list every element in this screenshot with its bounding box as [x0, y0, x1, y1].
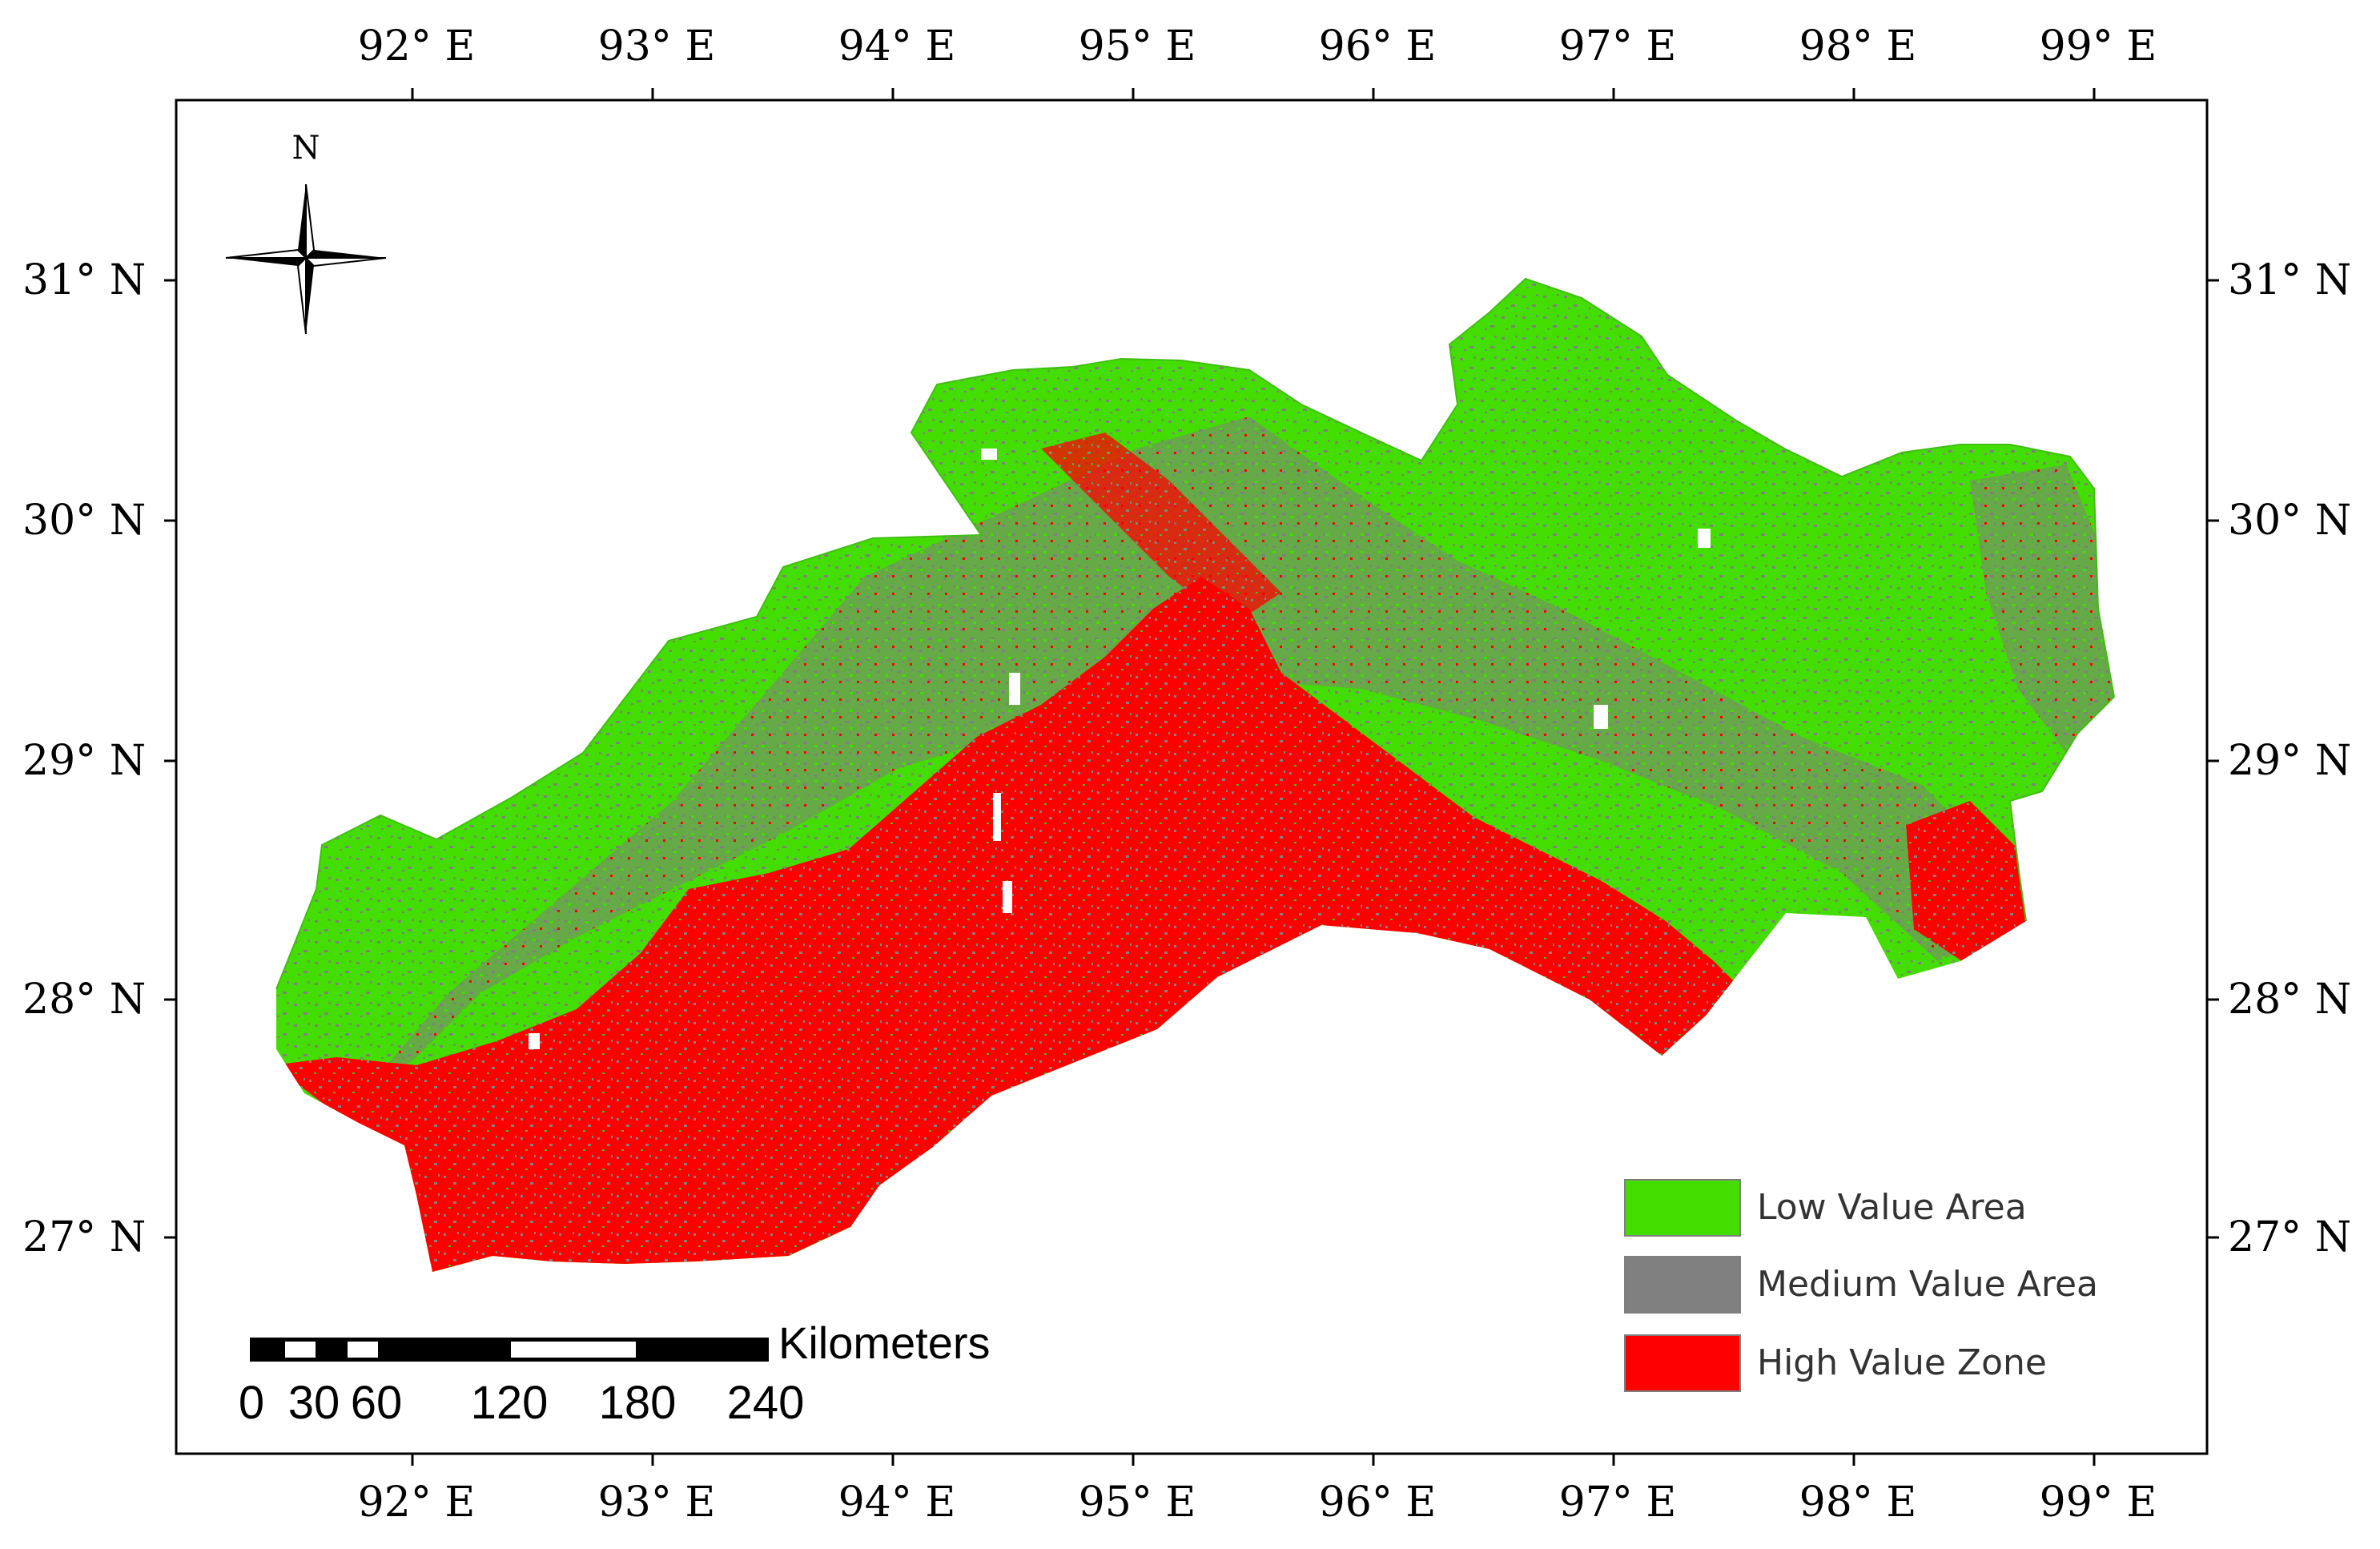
high-value-upper-streak [1041, 433, 1281, 625]
frame-ticks [164, 88, 2219, 1466]
compass-rose-icon [225, 183, 387, 335]
lat-tick-left: 28° N [22, 976, 147, 1024]
high-value-east [1906, 801, 2026, 961]
lon-tick-bottom: 92° E [357, 1479, 476, 1527]
lon-tick-top: 98° E [1799, 22, 1917, 70]
lon-tick-top: 97° E [1558, 22, 1677, 70]
lat-tick-right: 30° N [2228, 497, 2352, 545]
lon-tick-top: 95° E [1078, 22, 1196, 70]
lon-tick-top: 94° E [838, 22, 956, 70]
lon-tick-bottom: 94° E [838, 1479, 956, 1527]
scale-bar-label: 180 [598, 1377, 677, 1429]
lon-tick-top: 96° E [1318, 22, 1437, 70]
lon-tick-top: 92° E [357, 22, 476, 70]
lon-tick-bottom: 93° E [597, 1479, 716, 1527]
scale-bar-label: 0 [238, 1377, 265, 1429]
scale-bar-unit: Kilometers [778, 1318, 991, 1368]
medium-value-northeast [1970, 465, 2114, 753]
lon-tick-bottom: 96° E [1318, 1479, 1437, 1527]
legend-swatch-medium [1624, 1256, 1741, 1314]
legend-swatch-low [1624, 1179, 1741, 1237]
lat-tick-left: 30° N [22, 497, 147, 545]
high-value-layer [276, 577, 1762, 1272]
lon-tick-bottom: 95° E [1078, 1479, 1196, 1527]
lon-tick-bottom: 99° E [2039, 1479, 2157, 1527]
scale-bar-label: 120 [470, 1377, 549, 1429]
legend-label-medium: Medium Value Area [1757, 1264, 2098, 1305]
legend-item-low: Low Value Area [1624, 1179, 2265, 1240]
legend-swatch-high [1624, 1334, 1741, 1392]
scale-bar-label: 240 [726, 1377, 805, 1429]
nodata-gaps [529, 449, 1711, 1049]
legend-item-high: High Value Zone [1624, 1334, 2265, 1395]
legend-label-high: High Value Zone [1757, 1342, 2047, 1383]
lat-tick-right: 28° N [2228, 976, 2352, 1024]
legend-label-low: Low Value Area [1757, 1187, 2027, 1228]
lon-tick-bottom: 97° E [1558, 1479, 1677, 1527]
north-arrow-label: N [291, 130, 320, 167]
lon-tick-top: 93° E [597, 22, 716, 70]
lat-tick-left: 27° N [22, 1213, 147, 1261]
region-outline [275, 277, 2116, 990]
lon-tick-bottom: 98° E [1799, 1479, 1917, 1527]
lat-tick-right: 29° N [2228, 737, 2352, 785]
lat-tick-left: 29° N [22, 737, 147, 785]
legend-item-medium: Medium Value Area [1624, 1256, 2265, 1317]
scale-bar-label: 60 [350, 1377, 403, 1429]
lat-tick-right: 27° N [2228, 1213, 2352, 1261]
lat-tick-left: 31° N [22, 256, 147, 304]
scale-bar [250, 1338, 769, 1362]
scale-bar-label: 30 [287, 1377, 340, 1429]
lon-tick-top: 99° E [2039, 22, 2157, 70]
lat-tick-right: 31° N [2228, 256, 2352, 304]
